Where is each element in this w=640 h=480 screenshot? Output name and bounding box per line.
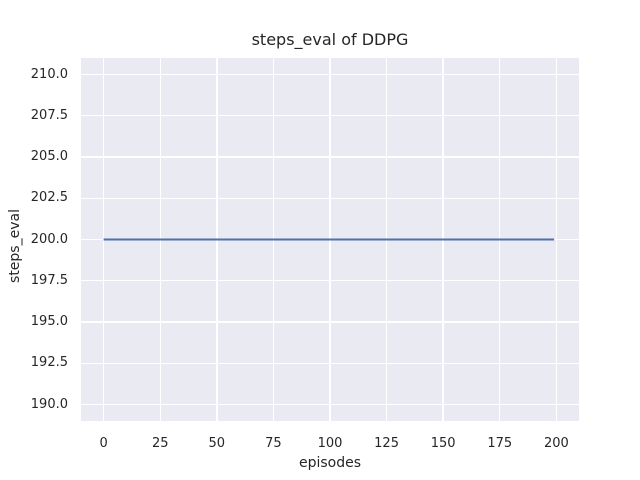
y-tick-label: 207.5 <box>30 107 68 123</box>
gridline-horizontal <box>81 280 579 282</box>
gridline-horizontal <box>81 321 579 323</box>
x-tick-label: 50 <box>208 436 226 451</box>
gridline-horizontal <box>81 73 579 76</box>
x-tick-label: 150 <box>430 436 456 451</box>
gridline-horizontal <box>81 115 579 117</box>
x-axis-label: episodes <box>298 455 362 471</box>
x-tick-label: 125 <box>374 436 399 451</box>
series-layer <box>103 238 555 241</box>
x-tick-label: 200 <box>543 436 569 451</box>
x-tick-label: 175 <box>487 436 513 451</box>
y-tick-label: 205.0 <box>30 149 68 164</box>
y-tick-label: 210.0 <box>30 66 68 82</box>
gridline-horizontal <box>81 197 579 199</box>
y-tick-label: 195.0 <box>30 314 68 329</box>
plot-area <box>81 58 579 421</box>
gridline-horizontal <box>81 403 579 406</box>
y-tick-label: 197.5 <box>30 272 68 288</box>
y-tick-label: 200.0 <box>30 231 68 247</box>
chart-title: steps_eval of DDPG <box>251 30 409 49</box>
y-tick-label: 202.5 <box>30 190 68 206</box>
y-tick-label: 190.0 <box>30 396 68 412</box>
x-tick-label: 25 <box>151 436 169 451</box>
x-tick-label: 100 <box>317 436 343 451</box>
gridline-horizontal <box>81 362 579 364</box>
gridline-horizontal <box>81 156 579 158</box>
y-tick-label: 192.5 <box>30 355 68 371</box>
x-tick-label: 0 <box>99 436 108 451</box>
x-tick-label: 75 <box>265 436 282 451</box>
